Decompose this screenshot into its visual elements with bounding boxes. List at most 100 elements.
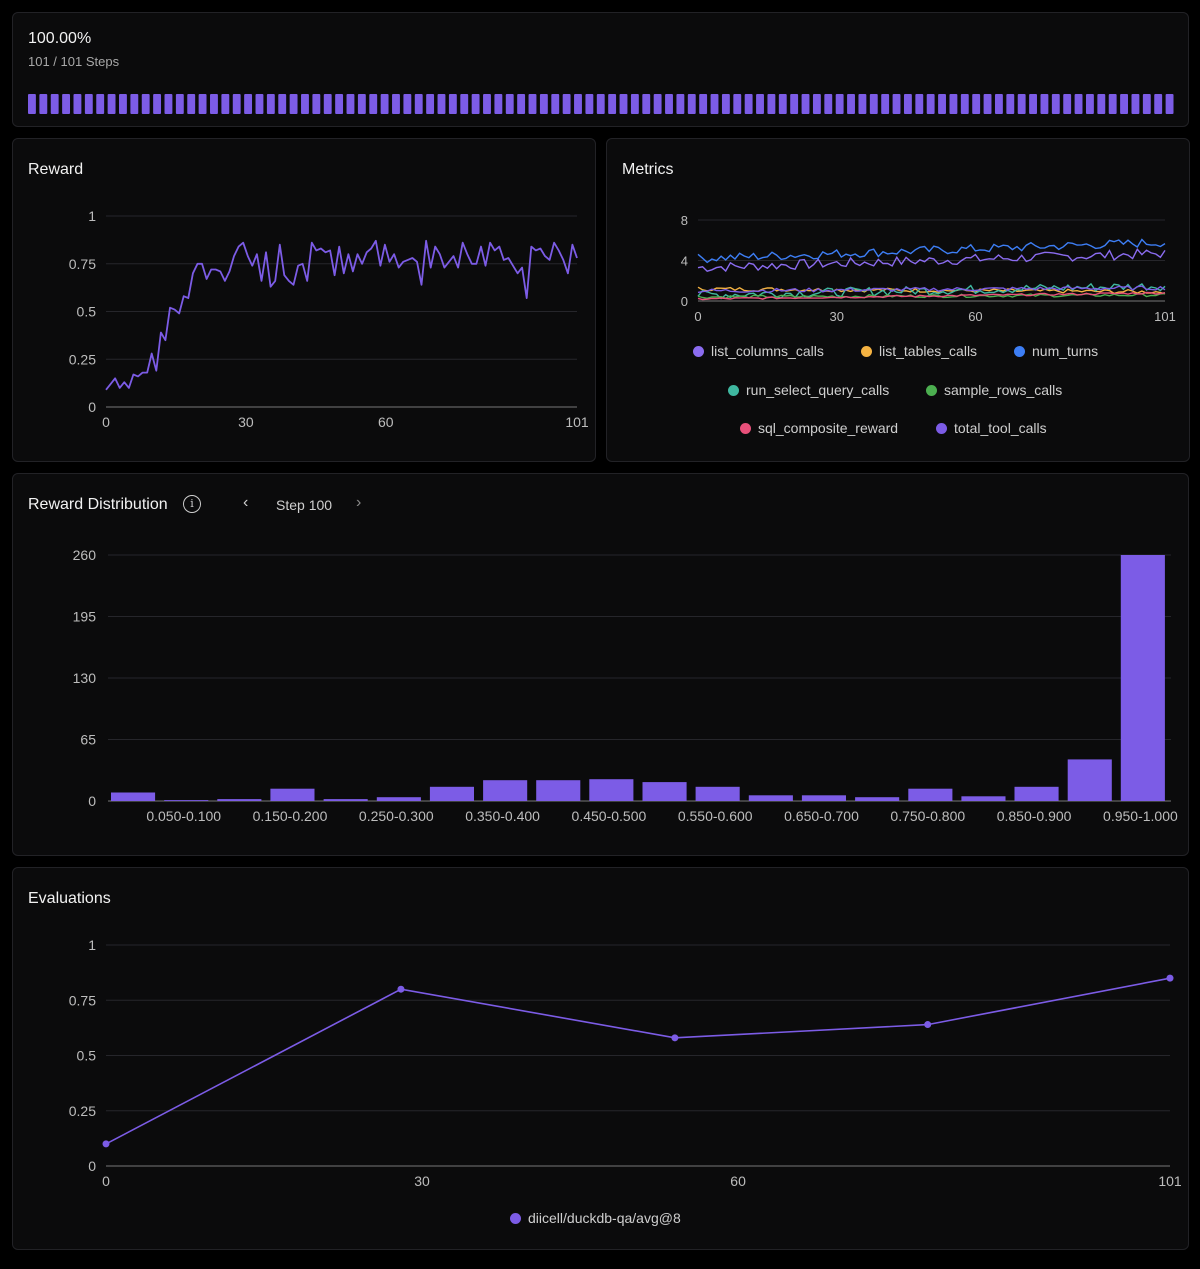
legend-item-run-select-query-calls[interactable]: run_select_query_calls [728,382,889,398]
y-tick-label: 1 [88,937,96,953]
progress-segment [517,94,526,114]
histogram-bar [323,799,368,801]
x-tick-label: 0.050-0.100 [146,808,221,824]
legend-dot-icon [510,1212,521,1224]
progress-segment [630,94,639,114]
progress-segment [312,94,321,114]
legend-item-list-columns-calls[interactable]: list_columns_calls [693,343,824,359]
progress-segment [926,94,935,114]
histogram-bar [376,797,421,801]
x-tick-label: 0.950-1.000 [1103,808,1178,824]
progress-segment [1074,94,1083,114]
chevron-left-icon[interactable]: ‹ [243,494,249,511]
progress-segment [1131,94,1140,114]
histogram-bar [1067,759,1112,801]
progress-segment [1040,94,1049,114]
progress-segment [221,94,230,114]
progress-segment [551,94,560,114]
progress-segment [676,94,685,114]
progress-segment [1108,94,1117,114]
step-label: Step 100 [276,497,333,513]
progress-segment [335,94,344,114]
x-tick-label: 30 [829,309,843,324]
legend-dot-icon [693,345,704,357]
progress-segment [266,94,275,114]
progress-segment [938,94,946,114]
progress-segment [130,94,139,114]
progress-segment [50,94,59,114]
progress-segment [665,94,673,114]
chevron-right-icon[interactable]: › [356,494,362,511]
progress-card: 100.00% 101 / 101 Steps [12,12,1189,127]
metrics-title: Metrics [622,161,674,178]
histogram-bar [429,786,474,801]
progress-segment [892,94,901,114]
histogram-bar [961,796,1006,801]
progress-segment [505,94,514,114]
progress-segment [744,94,753,114]
y-tick-label: 0 [88,1158,96,1174]
legend-item-eval-series[interactable]: diicell/duckdb-qa/avg@8 [510,1210,681,1226]
progress-segment [198,94,207,114]
progress-segment [1006,94,1015,114]
legend-item-sample-rows-calls[interactable]: sample_rows_calls [926,382,1062,398]
progress-segment [1017,94,1026,114]
y-tick-label: 4 [681,254,688,269]
progress-segment [596,94,605,114]
evaluation-point [102,1140,110,1148]
legend-item-list-tables-calls[interactable]: list_tables_calls [861,343,977,359]
metrics-series-line [697,248,1166,273]
progress-segment [84,94,93,114]
progress-segment [1063,94,1072,114]
progress-segment [881,94,890,114]
x-tick-label: 0 [102,414,110,430]
progress-percent: 100.00% [28,30,92,47]
progress-segment [232,94,241,114]
progress-segment [62,94,71,114]
legend-dot-icon [861,345,872,357]
evaluation-point [671,1034,679,1042]
progress-segment [392,94,400,114]
distribution-card: Reward Distribution i ‹ Step 100 › 260 19… [12,473,1189,856]
legend-item-sql-composite-reward[interactable]: sql_composite_reward [740,420,898,436]
progress-bar [28,94,1174,114]
y-tick-label: 65 [80,732,96,748]
y-tick-label: 0.75 [69,256,96,272]
progress-segment [994,94,1003,114]
progress-segment [323,94,332,114]
progress-segment [1142,94,1151,114]
progress-segment [574,94,582,114]
progress-segment [562,94,571,114]
progress-segment [357,94,366,114]
y-tick-label: 0 [88,399,96,415]
progress-segment [494,94,503,114]
progress-segment [585,94,594,114]
evaluation-point [1166,974,1174,982]
progress-segment [778,94,787,114]
x-tick-label: 60 [968,309,982,324]
progress-segment [960,94,969,114]
legend-item-num-turns[interactable]: num_turns [1014,343,1098,359]
progress-segment [289,94,298,114]
progress-segment [460,94,469,114]
y-tick-label: 8 [681,213,688,228]
x-tick-label: 0 [102,1173,110,1189]
progress-segment [824,94,833,114]
progress-segment [164,94,173,114]
histogram-bar [536,780,581,801]
y-tick-label: 260 [73,547,97,563]
legend-label: sample_rows_calls [944,382,1063,398]
progress-segment [107,94,116,114]
legend-item-total-tool-calls[interactable]: total_tool_calls [936,420,1047,436]
info-icon[interactable]: i [183,495,201,513]
progress-segment [983,94,992,114]
progress-segment [835,94,844,114]
histogram-bar [1014,786,1059,801]
y-tick-label: 1 [88,208,96,224]
progress-segment [721,94,730,114]
progress-segment [847,94,855,114]
progress-segment [790,94,799,114]
legend-label: list_tables_calls [879,343,978,359]
progress-segment [96,94,105,114]
progress-segment [119,94,127,114]
